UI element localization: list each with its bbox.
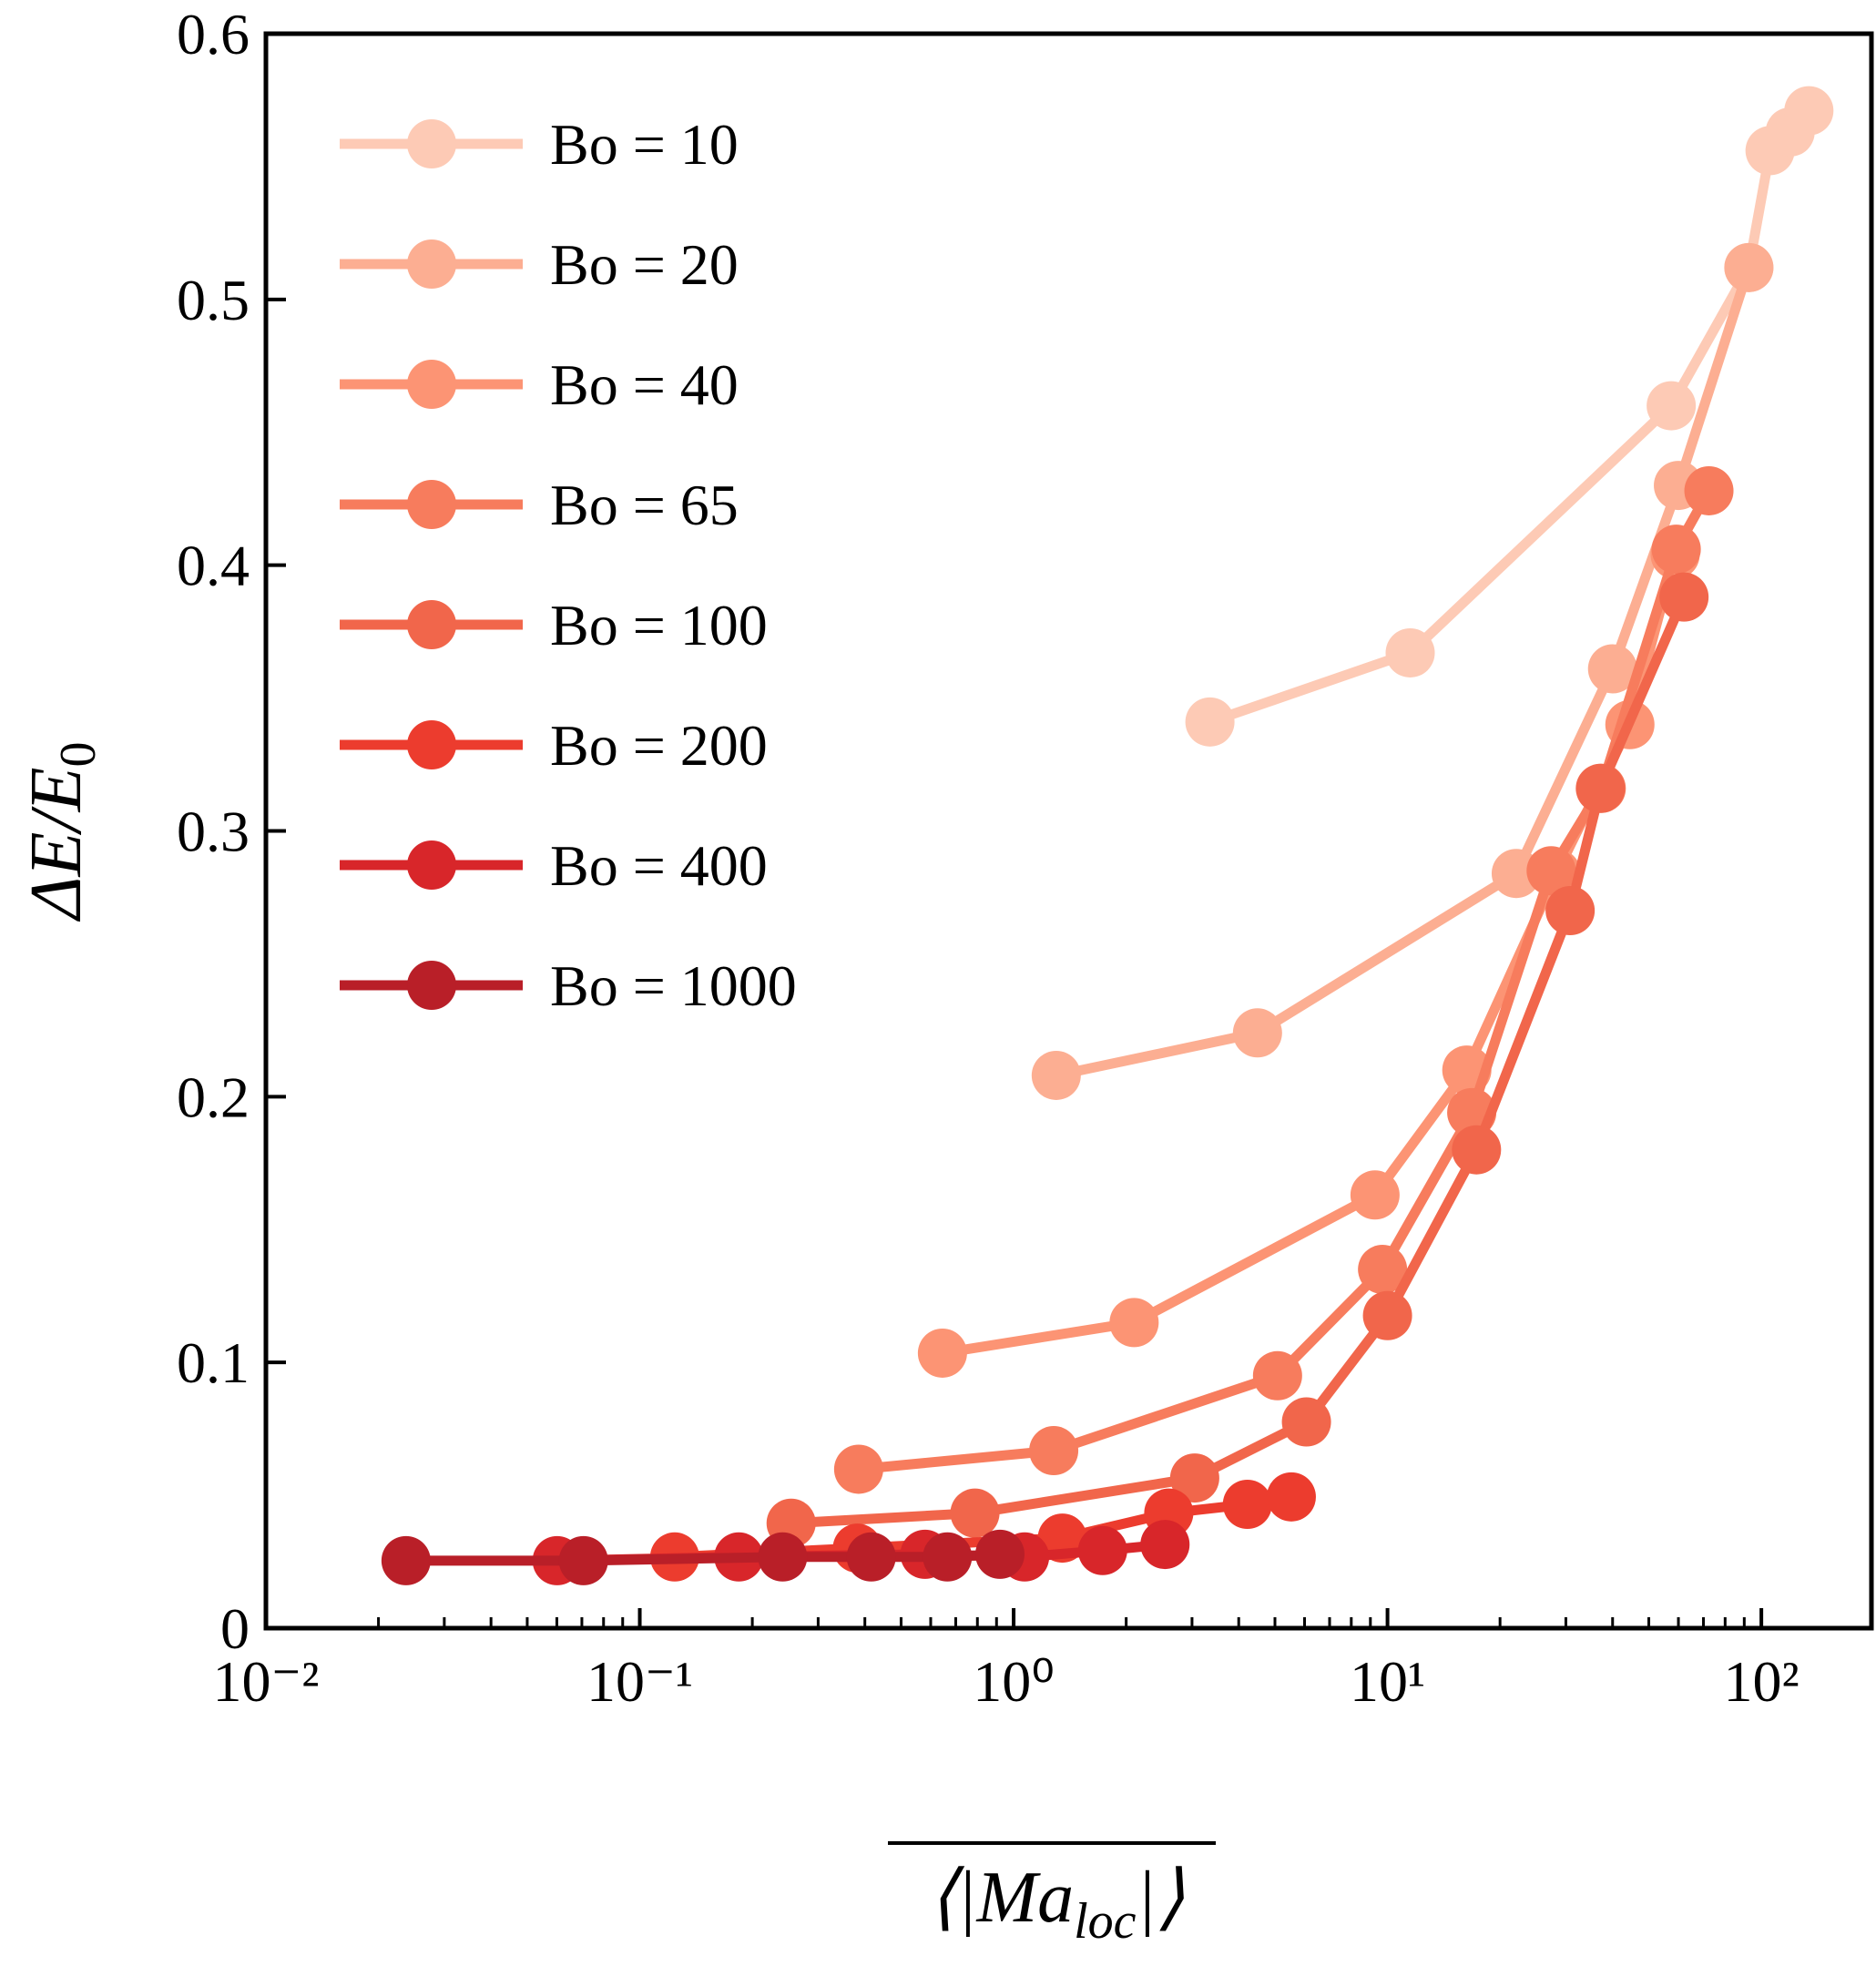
data-point bbox=[833, 1444, 883, 1494]
data-point bbox=[1350, 1170, 1400, 1220]
data-point bbox=[1452, 1125, 1502, 1175]
data-point bbox=[1281, 1397, 1331, 1447]
legend-marker bbox=[407, 840, 456, 890]
data-point bbox=[1169, 1453, 1219, 1503]
data-point bbox=[1031, 1050, 1081, 1100]
y-axis-label: ΔE/E0 bbox=[16, 742, 107, 922]
series-line bbox=[942, 553, 1680, 1359]
series-line bbox=[405, 1549, 1001, 1566]
legend-label: Bo = 10 bbox=[550, 112, 739, 177]
data-point bbox=[1029, 1426, 1079, 1476]
data-point bbox=[558, 1535, 608, 1585]
y-tick-label: 0.4 bbox=[177, 534, 250, 598]
data-point bbox=[1266, 1472, 1316, 1522]
legend-label: Bo = 40 bbox=[550, 352, 739, 417]
data-point bbox=[950, 1488, 1000, 1538]
data-point bbox=[1587, 644, 1637, 694]
x-label-sub: loc bbox=[1074, 1893, 1137, 1950]
data-point bbox=[1724, 242, 1774, 292]
x-label-part: ⟨|Ma bbox=[928, 1858, 1074, 1938]
legend-marker bbox=[407, 119, 456, 168]
y-tick-label: 0 bbox=[220, 1596, 250, 1661]
data-point bbox=[1140, 1520, 1190, 1570]
data-point bbox=[846, 1532, 896, 1582]
legend-label: Bo = 1000 bbox=[550, 953, 797, 1018]
y-tick-label: 0.2 bbox=[177, 1064, 250, 1129]
y-tick-label: 0.3 bbox=[177, 800, 250, 864]
data-point bbox=[1784, 86, 1834, 136]
legend-marker bbox=[407, 480, 456, 529]
data-point bbox=[1647, 381, 1697, 431]
legend-marker bbox=[407, 720, 456, 769]
legend-label: Bo = 20 bbox=[550, 232, 739, 297]
data-point bbox=[974, 1529, 1025, 1579]
plot-frame bbox=[263, 31, 1874, 1631]
data-point bbox=[1385, 627, 1435, 677]
data-point bbox=[923, 1532, 973, 1582]
x-tick-label: 10² bbox=[1724, 1649, 1800, 1714]
legend-marker bbox=[407, 961, 456, 1010]
data-point bbox=[1252, 1350, 1302, 1401]
y-label-sub: 0 bbox=[50, 742, 107, 768]
y-label-part: ΔE/E bbox=[16, 768, 97, 922]
data-point bbox=[1545, 886, 1596, 936]
data-point bbox=[1222, 1480, 1272, 1530]
data-point bbox=[1526, 846, 1576, 896]
y-tick-label: 0.5 bbox=[177, 268, 250, 332]
data-point bbox=[758, 1532, 808, 1582]
data-point bbox=[1077, 1525, 1127, 1575]
x-tick-label: 10⁰ bbox=[973, 1649, 1055, 1714]
data-point bbox=[381, 1535, 431, 1585]
legend-label: Bo = 200 bbox=[550, 713, 768, 778]
data-point bbox=[1358, 1245, 1408, 1295]
legend-label: Bo = 100 bbox=[550, 593, 768, 657]
data-point bbox=[1185, 697, 1235, 747]
y-tick-label: 0.1 bbox=[177, 1330, 250, 1395]
legend-marker bbox=[407, 360, 456, 409]
legend-marker bbox=[407, 600, 456, 649]
x-tick-label: 10¹ bbox=[1350, 1649, 1425, 1714]
x-axis-label: ⟨|Maloc|⟩ bbox=[928, 1858, 1184, 1950]
data-point bbox=[1109, 1298, 1159, 1348]
data-point bbox=[1232, 1008, 1282, 1058]
series-line bbox=[1055, 266, 1754, 1081]
data-point bbox=[1651, 525, 1701, 575]
series-line bbox=[858, 488, 1714, 1474]
data-point bbox=[1659, 572, 1709, 622]
series-line bbox=[1208, 107, 1813, 728]
data-point bbox=[1684, 465, 1734, 515]
x-tick-label: 10⁻¹ bbox=[586, 1649, 693, 1714]
legend-label: Bo = 65 bbox=[550, 473, 739, 537]
data-point bbox=[1362, 1290, 1412, 1340]
y-tick-label: 0.6 bbox=[177, 2, 250, 66]
data-point bbox=[917, 1328, 967, 1378]
x-tick-label: 10⁻² bbox=[213, 1649, 320, 1714]
legend-marker bbox=[407, 239, 456, 289]
data-point bbox=[1575, 763, 1626, 813]
x-label-part: |⟩ bbox=[1137, 1858, 1185, 1938]
legend-label: Bo = 400 bbox=[550, 833, 768, 898]
